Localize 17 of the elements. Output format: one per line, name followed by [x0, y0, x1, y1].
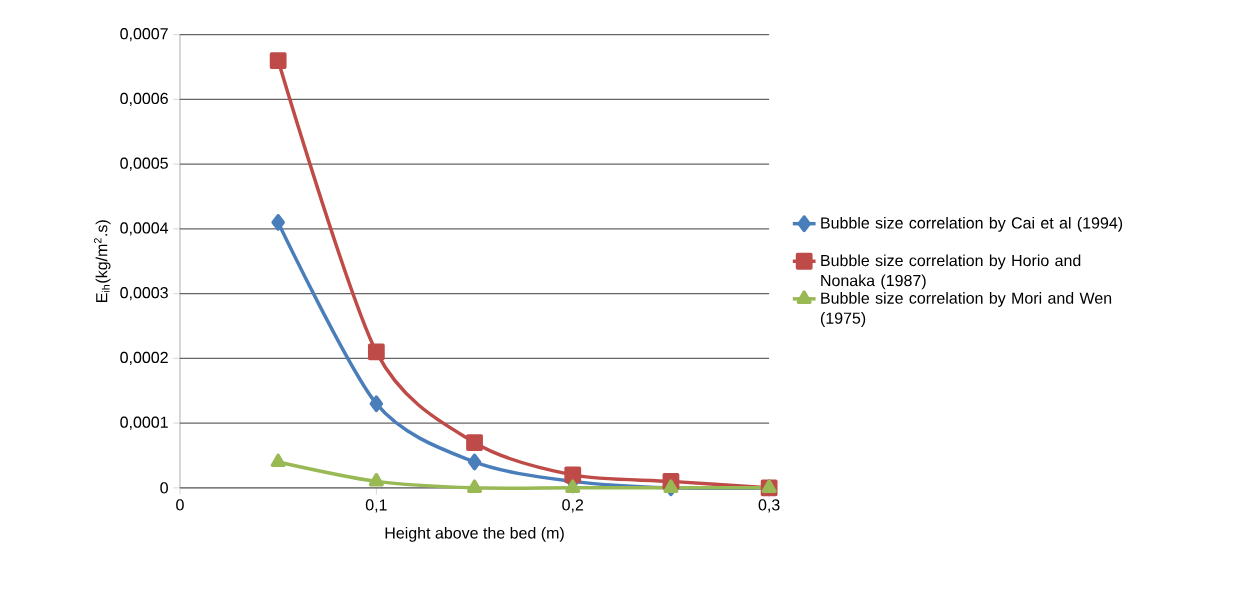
y-tick-label: 0,0007 — [120, 27, 168, 42]
y-tick-label: 0,0001 — [120, 416, 168, 430]
x-tick-label: 0,1 — [365, 499, 387, 513]
y-axis-title: E$_{ih}$(kg/m$^{2}$.s) — [93, 220, 111, 302]
y-tick-label: 0,0003 — [120, 286, 168, 301]
x-tick-label: 0,3 — [758, 499, 780, 513]
x-axis-title: Height above the bed (m) — [385, 526, 564, 542]
y-tick-label: 0 — [160, 482, 168, 494]
legend-label: Bubble size correlation by Mori and Wen (1975) — [820, 291, 1112, 327]
legend-label: Bubble size correlation by Horio and Nonaka (1987) — [821, 254, 1081, 290]
y-tick-label: 0,0005 — [120, 157, 168, 171]
y-tick-label: 0,0006 — [120, 92, 168, 106]
x-tick-label: 0 — [176, 499, 184, 511]
y-tick-label: 0,0004 — [120, 222, 169, 236]
legend-label: Bubble size correlation by Cai et al (1994) — [821, 216, 1123, 232]
y-tick-label: 0,0002 — [120, 351, 168, 365]
x-tick-label: 0,2 — [562, 499, 584, 513]
